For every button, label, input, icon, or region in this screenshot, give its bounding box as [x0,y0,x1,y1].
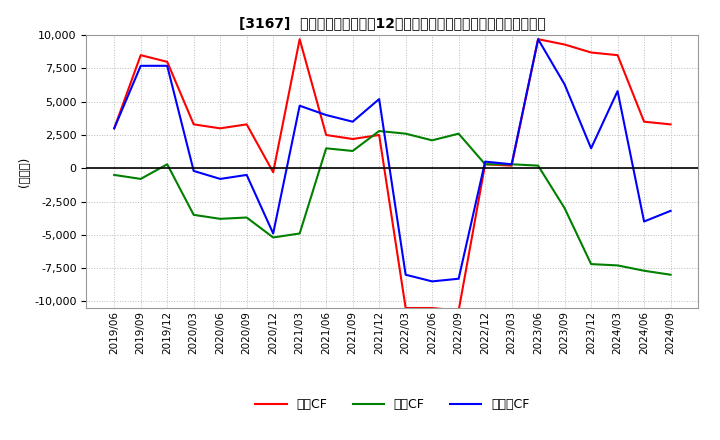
営業CF [269,170,277,175]
投資CF [613,263,622,268]
投資CF [295,231,304,236]
Line: 投資CF: 投資CF [114,131,670,275]
投資CF [534,163,542,168]
フリーCF [216,176,225,182]
Y-axis label: (百万円): (百万円) [19,157,32,187]
フリーCF [269,231,277,236]
フリーCF [534,37,542,42]
Line: フリーCF: フリーCF [114,39,670,282]
営業CF [189,122,198,127]
フリーCF [322,112,330,117]
投資CF [322,146,330,151]
営業CF [560,42,569,47]
投資CF [640,268,649,273]
フリーCF [375,96,384,102]
営業CF [110,126,119,131]
営業CF [136,52,145,58]
営業CF [508,163,516,168]
投資CF [454,131,463,136]
営業CF [454,308,463,313]
営業CF [401,305,410,311]
投資CF [481,161,490,167]
フリーCF [295,103,304,108]
営業CF [348,136,357,142]
投資CF [401,131,410,136]
フリーCF [243,172,251,178]
営業CF [481,161,490,167]
Legend: 営業CF, 投資CF, フリーCF: 営業CF, 投資CF, フリーCF [251,393,534,416]
投資CF [666,272,675,277]
投資CF [587,261,595,267]
投資CF [375,128,384,134]
フリーCF [666,208,675,213]
投資CF [216,216,225,221]
営業CF [666,122,675,127]
フリーCF [454,276,463,281]
フリーCF [348,119,357,125]
営業CF [163,59,171,64]
営業CF [375,132,384,138]
フリーCF [640,219,649,224]
フリーCF [136,63,145,69]
フリーCF [508,161,516,167]
フリーCF [613,88,622,94]
フリーCF [428,279,436,284]
投資CF [163,161,171,167]
営業CF [587,50,595,55]
投資CF [136,176,145,182]
フリーCF [110,126,119,131]
フリーCF [481,159,490,164]
営業CF [295,37,304,42]
営業CF [428,305,436,311]
投資CF [110,172,119,178]
営業CF [322,132,330,138]
営業CF [243,122,251,127]
フリーCF [560,82,569,87]
営業CF [216,126,225,131]
投資CF [348,148,357,154]
投資CF [243,215,251,220]
投資CF [189,212,198,217]
投資CF [428,138,436,143]
投資CF [560,205,569,211]
営業CF [640,119,649,125]
投資CF [269,235,277,240]
フリーCF [163,63,171,69]
フリーCF [401,272,410,277]
フリーCF [587,146,595,151]
フリーCF [189,168,198,173]
営業CF [613,52,622,58]
営業CF [534,37,542,42]
Line: 営業CF: 営業CF [114,39,670,311]
Title: [3167]  キャッシュフローの12か月移動合計の対前年同期増減額の推移: [3167] キャッシュフローの12か月移動合計の対前年同期増減額の推移 [239,16,546,30]
投資CF [508,161,516,167]
